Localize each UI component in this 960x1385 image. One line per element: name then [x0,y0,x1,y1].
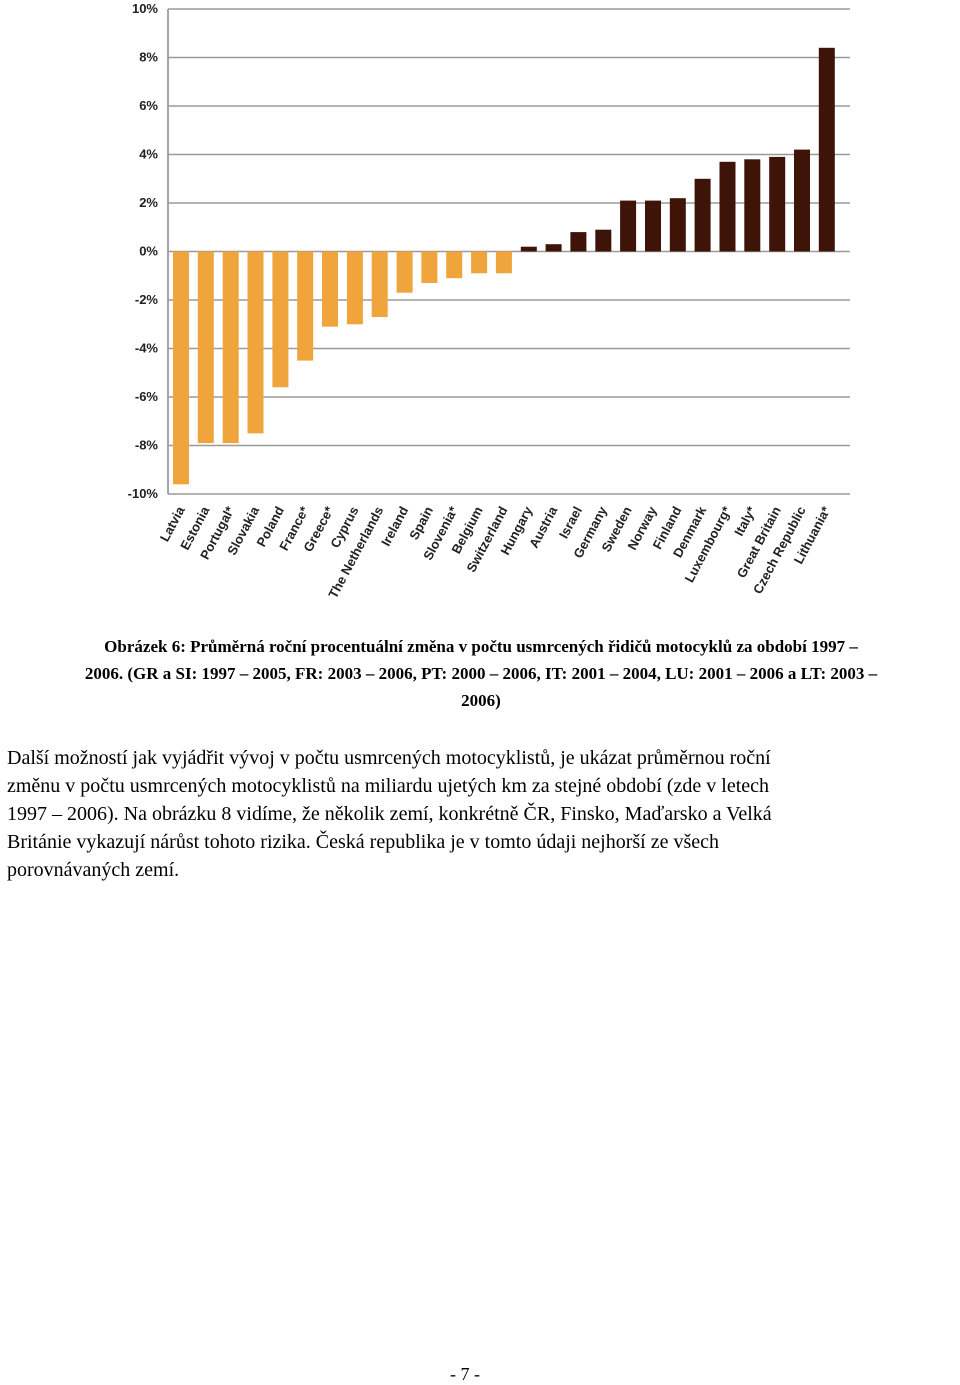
gridlines [167,8,850,495]
y-axis-ticks: 10% 8% 6% 4% 2% 0% -2% -4% -6% -8% -10% [128,1,159,501]
y-tick-label: -10% [128,486,159,501]
bar [719,161,736,252]
y-tick-label: 2% [139,195,158,210]
bar [222,251,239,444]
bar [272,251,289,388]
y-tick-label: -6% [135,389,159,404]
bar [620,200,637,252]
bar [669,198,686,252]
figure-caption: Obrázek 6: Průměrná roční procentuální z… [26,633,936,714]
bar [421,251,438,283]
paragraph-line: porovnávaných zemí. [7,859,180,881]
page-number: - 7 - [450,1364,480,1384]
y-tick-label: 6% [139,98,158,113]
bar [346,251,363,325]
bar [694,178,711,252]
y-tick-label: -2% [135,292,159,307]
paragraph-line: 1997 – 2006). Na obrázku 8 vidíme, že ně… [7,803,772,825]
bar [744,159,761,252]
bars [173,47,835,485]
caption-line: 2006. (GR a SI: 1997 – 2005, FR: 2003 – … [84,664,878,683]
paragraph-line: Británie vykazují nárůst tohoto rizika. … [7,831,720,853]
bar [545,244,562,252]
paragraph-line: Další možností jak vyjádřit vývoj v počt… [7,747,771,769]
caption-line: 2006) [461,691,501,710]
bar [322,251,338,327]
bar [173,251,189,485]
bar [595,229,612,252]
bar [495,251,512,274]
y-tick-label: -4% [135,341,159,356]
y-tick-label: 10% [132,1,158,16]
bar [570,232,587,252]
bar [297,251,314,361]
bar [446,251,463,279]
bar [371,251,388,317]
y-tick-label: 0% [139,244,158,259]
bar [645,200,661,252]
y-tick-label: 4% [139,147,158,162]
bar [520,246,537,252]
bar [471,251,488,274]
bar-chart: 10% 8% 6% 4% 2% 0% -2% -4% -6% -8% -10% LatviaEsto… [128,1,850,601]
bar [794,149,810,252]
caption-line: Obrázek 6: Průměrná roční procentuální z… [104,637,858,656]
bar [396,251,413,293]
body-paragraph: Další možností jak vyjádřit vývoj v počt… [7,744,952,884]
y-tick-label: 8% [139,50,158,65]
bar [818,47,835,252]
paragraph-line: změnu v počtu usmrcených motocyklistů na… [7,775,770,797]
bar [769,156,786,252]
y-tick-label: -8% [135,438,159,453]
bar [247,251,264,434]
x-axis-labels: LatviaEstoniaPortugal*SlovakiaPolandFran… [157,503,834,601]
chart: 10% 8% 6% 4% 2% 0% -2% -4% -6% -8% -10% Latvia Esto… [0,0,960,615]
bar [197,251,214,444]
